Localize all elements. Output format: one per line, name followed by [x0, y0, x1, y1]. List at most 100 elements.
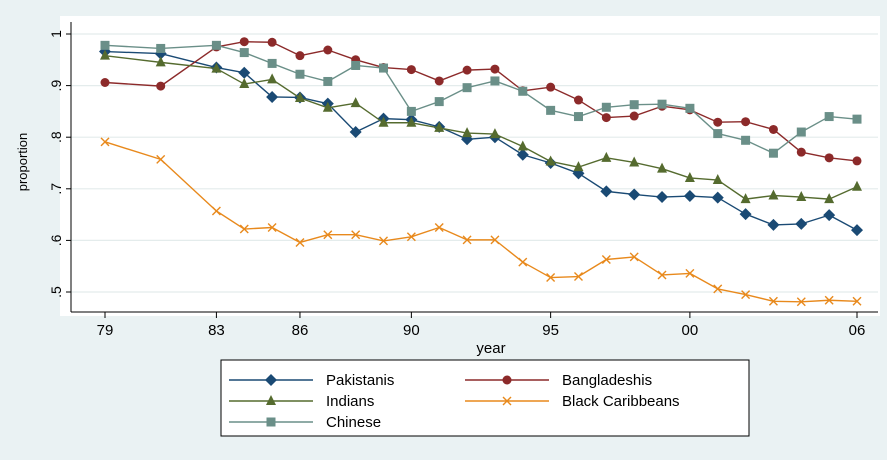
data-point-black-caribbeans-stroke [685, 268, 695, 278]
data-point-bangladeshis [741, 117, 751, 127]
data-point-chinese [239, 48, 249, 58]
legend-label-chinese: Chinese [326, 414, 381, 431]
data-point-bangladeshis [406, 65, 416, 75]
data-point-black-caribbeans-stroke [267, 223, 277, 232]
data-point-indians [712, 174, 723, 185]
series-line-chinese [104, 44, 858, 154]
x-tick-label: 79 [97, 322, 114, 339]
legend-marker-chinese [266, 417, 276, 427]
data-point-pakistanis [656, 191, 669, 204]
legend-label-black-caribbeans: Black Caribbeans [562, 393, 680, 410]
data-point-black-caribbeans [629, 252, 639, 262]
data-point-bangladeshis [796, 147, 806, 157]
legend-marker-bangladeshis [502, 375, 512, 385]
data-point-chinese [713, 129, 723, 139]
series-indians [100, 49, 862, 204]
legend-entry-chinese: Chinese [229, 414, 381, 431]
data-point-black-caribbeans [518, 257, 528, 267]
data-point-black-caribbeans [156, 154, 166, 164]
data-point-indians [239, 78, 250, 89]
data-point-bangladeshis [462, 65, 472, 75]
data-point-black-caribbeans [406, 232, 416, 242]
legend-label-indians: Indians [326, 393, 374, 410]
data-point-black-caribbeans [239, 224, 249, 234]
data-point-chinese [573, 112, 583, 122]
data-point-chinese [351, 60, 361, 70]
data-point-indians [657, 162, 668, 173]
data-point-black-caribbeans-stroke [490, 235, 500, 245]
data-point-pakistanis [795, 217, 808, 230]
data-point-black-caribbeans-stroke [796, 297, 806, 307]
data-point-black-caribbeans-stroke [629, 252, 639, 262]
data-point-indians [768, 189, 779, 200]
data-point-pakistanis [238, 66, 251, 79]
data-point-black-caribbeans [741, 290, 751, 300]
x-axis-label: year [476, 340, 505, 357]
series-black-caribbeans [100, 137, 862, 307]
data-point-black-caribbeans-stroke [239, 224, 249, 234]
data-point-pakistanis [851, 224, 863, 237]
data-point-pakistanis [823, 209, 836, 222]
data-point-bangladeshis [546, 82, 556, 92]
data-point-pakistanis [516, 148, 529, 161]
data-point-chinese [211, 40, 221, 50]
data-point-bangladeshis [573, 95, 583, 105]
data-point-chinese [434, 97, 444, 107]
data-point-indians [629, 156, 640, 167]
data-point-chinese [629, 100, 639, 110]
data-point-black-caribbeans-stroke [295, 237, 305, 247]
data-point-black-caribbeans-stroke [100, 137, 110, 147]
data-point-black-caribbeans [295, 237, 305, 247]
data-point-black-caribbeans [462, 235, 472, 245]
data-point-bangladeshis [156, 81, 166, 91]
data-point-pakistanis [349, 126, 362, 139]
legend: Pakistanis Bangladeshis Indians Black Carib… [220, 359, 750, 437]
data-point-black-caribbeans-stroke [518, 257, 528, 267]
legend-marker-black-caribbeans [502, 396, 512, 406]
data-point-bangladeshis [601, 113, 611, 123]
y-tick-label: .5 [48, 286, 64, 298]
data-point-black-caribbeans [824, 295, 834, 305]
data-point-chinese [100, 40, 110, 50]
legend-entry-indians: Indians [229, 393, 374, 410]
data-point-black-caribbeans [768, 296, 778, 306]
data-point-bangladeshis [295, 51, 305, 61]
data-point-indians [155, 56, 166, 67]
data-point-indians [545, 155, 556, 166]
series-layer [99, 37, 863, 307]
data-point-indians [211, 62, 222, 73]
legend-marker-pakistanis [265, 374, 277, 386]
legend-marker-black-caribbeans-stroke [502, 396, 512, 406]
legend-label-pakistanis: Pakistanis [326, 372, 394, 389]
plot-region [60, 16, 880, 316]
data-point-pakistanis [600, 185, 613, 198]
data-point-black-caribbeans-stroke [741, 290, 751, 300]
data-point-indians [489, 128, 500, 139]
data-point-black-caribbeans-stroke [379, 236, 389, 246]
data-point-black-caribbeans-stroke [852, 296, 862, 306]
data-point-chinese [490, 76, 500, 86]
data-point-bangladeshis [239, 37, 249, 47]
x-tick-label: 83 [208, 322, 225, 339]
x-tick-label: 86 [292, 322, 309, 339]
x-tick-label: 90 [403, 322, 420, 339]
data-point-bangladeshis [824, 153, 834, 163]
data-point-indians [434, 121, 445, 132]
data-point-chinese [295, 69, 305, 79]
data-point-indians [294, 91, 305, 102]
data-point-indians [852, 180, 862, 191]
data-point-black-caribbeans [434, 223, 444, 232]
data-point-black-caribbeans [351, 230, 361, 240]
data-point-black-caribbeans [852, 296, 862, 306]
data-point-bangladeshis [852, 156, 862, 166]
x-tick-label: 00 [682, 322, 699, 339]
data-point-indians [517, 140, 528, 151]
data-point-bangladeshis [100, 78, 110, 88]
data-point-black-caribbeans-stroke [824, 295, 834, 305]
data-point-black-caribbeans [546, 273, 556, 283]
data-point-chinese [156, 43, 166, 53]
data-point-pakistanis [739, 208, 752, 221]
data-point-pakistanis [711, 191, 724, 204]
data-point-bangladeshis [434, 76, 444, 86]
